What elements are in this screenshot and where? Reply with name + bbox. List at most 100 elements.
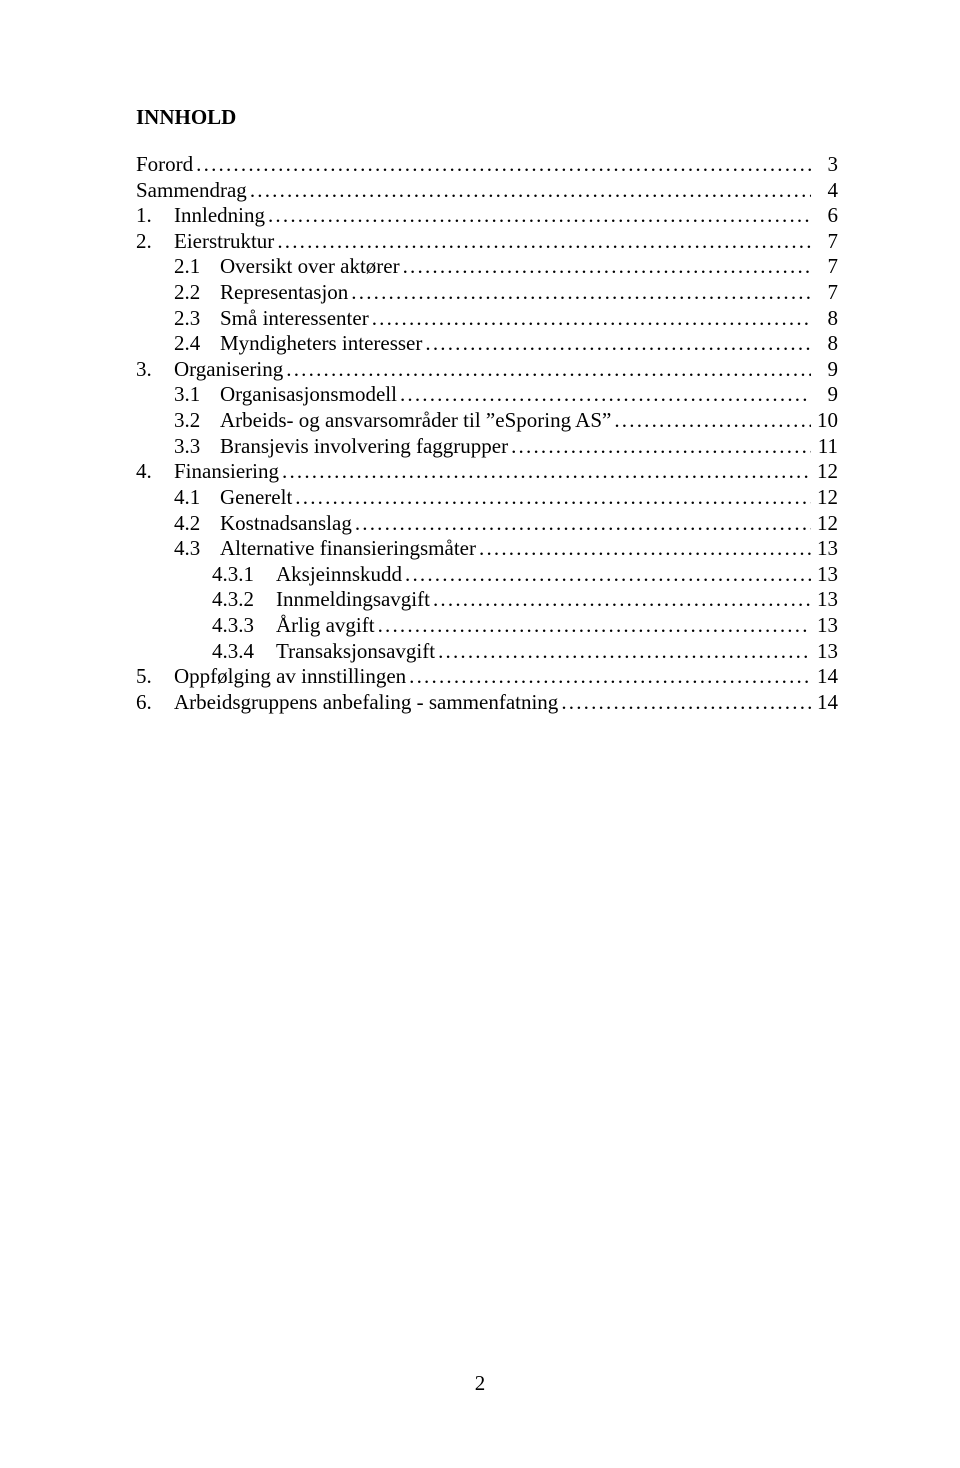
toc-entry-title: Oversikt over aktører — [220, 254, 400, 278]
toc-leader-dots — [511, 434, 811, 460]
toc-entry: 3.3Bransjevis involvering faggrupper 11 — [136, 434, 838, 460]
toc-entry-number: 4.3.1 — [212, 562, 276, 588]
document-page: INNHOLD Forord3Sammendrag41.Innledning62… — [0, 0, 960, 1468]
toc-entry-number: 2.1 — [174, 254, 220, 280]
toc-entry-label: 4.3.3Årlig avgift — [212, 613, 375, 639]
toc-entry-page: 6 — [814, 203, 838, 229]
toc-leader-dots — [409, 664, 811, 690]
toc-entry-label: 4.2Kostnadsanslag — [174, 511, 352, 537]
toc-leader-dots — [250, 178, 811, 204]
toc-entry-page: 9 — [814, 382, 838, 408]
toc-entry-title: Arbeidsgruppens anbefaling - sammenfatni… — [174, 690, 558, 714]
toc-entry-title: Forord — [136, 152, 193, 176]
toc-leader-dots — [196, 152, 811, 178]
toc-entry-label: 2.3Små interessenter — [174, 306, 369, 332]
toc-leader-dots — [403, 254, 811, 280]
toc-entry-page: 7 — [814, 229, 838, 255]
toc-entry-title: Arbeids- og ansvarsområder til ”eSporing… — [220, 408, 611, 432]
toc-entry-number: 3.2 — [174, 408, 220, 434]
toc-entry: 4.3.2Innmeldingsavgift 13 — [136, 587, 838, 613]
toc-entry-label: 3.2Arbeids- og ansvarsområder til ”eSpor… — [174, 408, 611, 434]
toc-leader-dots — [433, 587, 811, 613]
toc-entry-label: 3.1Organisasjonsmodell — [174, 382, 397, 408]
toc-entry-page: 13 — [814, 536, 838, 562]
toc-entry-title: Aksjeinnskudd — [276, 562, 402, 586]
toc-entry-title: Sammendrag — [136, 178, 247, 202]
toc-entry: 6.Arbeidsgruppens anbefaling - sammenfat… — [136, 690, 838, 716]
toc-leader-dots — [479, 536, 811, 562]
toc-entry-page: 8 — [814, 331, 838, 357]
toc-entry: 2.Eierstruktur 7 — [136, 229, 838, 255]
toc-entry-title: Finansiering — [174, 459, 279, 483]
toc-entry-page: 13 — [814, 613, 838, 639]
toc-entry-page: 7 — [814, 280, 838, 306]
toc-entry-label: 4.1Generelt — [174, 485, 292, 511]
toc-entry-number: 2.4 — [174, 331, 220, 357]
toc-entry: 3.Organisering9 — [136, 357, 838, 383]
toc-entry-title: Eierstruktur — [174, 229, 274, 253]
toc-entry: 2.3Små interessenter 8 — [136, 306, 838, 332]
toc-entry-number: 4.2 — [174, 511, 220, 537]
toc-entry-page: 11 — [814, 434, 838, 460]
toc-leader-dots — [614, 408, 811, 434]
toc-leader-dots — [268, 203, 811, 229]
toc-entry-label: 6.Arbeidsgruppens anbefaling - sammenfat… — [136, 690, 558, 716]
toc-entry: 4.1Generelt 12 — [136, 485, 838, 511]
toc-entry-number: 4.3.3 — [212, 613, 276, 639]
toc-entry-number: 5. — [136, 664, 174, 690]
toc-leader-dots — [355, 511, 811, 537]
toc-entry-title: Generelt — [220, 485, 292, 509]
toc-entry: 1.Innledning 6 — [136, 203, 838, 229]
toc-entry-number: 3.3 — [174, 434, 220, 460]
toc-entry-label: 4.3.2Innmeldingsavgift — [212, 587, 430, 613]
toc-entry-label: 2.Eierstruktur — [136, 229, 274, 255]
toc-entry-title: Organisasjonsmodell — [220, 382, 397, 406]
toc-entry-page: 12 — [814, 485, 838, 511]
toc-entry-number: 4.3 — [174, 536, 220, 562]
toc-leader-dots — [405, 562, 811, 588]
toc-entry-title: Innmeldingsavgift — [276, 587, 430, 611]
toc-entry: 4.2Kostnadsanslag12 — [136, 511, 838, 537]
toc-entry-number: 4.3.2 — [212, 587, 276, 613]
toc-entry: 5.Oppfølging av innstillingen14 — [136, 664, 838, 690]
toc-entry-label: 3.3Bransjevis involvering faggrupper — [174, 434, 508, 460]
toc-entry-label: 2.1Oversikt over aktører — [174, 254, 400, 280]
toc-entry-label: 2.2Representasjon — [174, 280, 348, 306]
toc-entry-page: 12 — [814, 459, 838, 485]
toc-entry: 3.1Organisasjonsmodell 9 — [136, 382, 838, 408]
toc-entry-label: 2.4Myndigheters interesser — [174, 331, 422, 357]
toc-entry: 3.2Arbeids- og ansvarsområder til ”eSpor… — [136, 408, 838, 434]
toc-entry: 2.1Oversikt over aktører 7 — [136, 254, 838, 280]
toc-entry-page: 3 — [814, 152, 838, 178]
toc-entry-page: 13 — [814, 562, 838, 588]
toc-leader-dots — [295, 485, 811, 511]
toc-entry-title: Organisering — [174, 357, 283, 381]
table-of-contents: Forord3Sammendrag41.Innledning62.Eierstr… — [136, 152, 838, 715]
toc-entry-title: Innledning — [174, 203, 265, 227]
toc-leader-dots — [282, 459, 811, 485]
toc-entry-page: 7 — [814, 254, 838, 280]
toc-entry-number: 4.3.4 — [212, 639, 276, 665]
toc-entry-label: Forord — [136, 152, 193, 178]
toc-entry-number: 6. — [136, 690, 174, 716]
toc-entry-label: 4.3.4Transaksjonsavgift — [212, 639, 435, 665]
toc-entry-page: 13 — [814, 587, 838, 613]
toc-entry: 4.3.4Transaksjonsavgift13 — [136, 639, 838, 665]
toc-entry-number: 4.1 — [174, 485, 220, 511]
toc-entry-number: 2.3 — [174, 306, 220, 332]
toc-entry-title: Kostnadsanslag — [220, 511, 352, 535]
toc-entry-number: 3. — [136, 357, 174, 383]
toc-entry-title: Myndigheters interesser — [220, 331, 422, 355]
toc-entry: Sammendrag4 — [136, 178, 838, 204]
toc-leader-dots — [286, 357, 811, 383]
toc-entry: 4.3.1Aksjeinnskudd 13 — [136, 562, 838, 588]
toc-entry-page: 8 — [814, 306, 838, 332]
toc-entry-number: 1. — [136, 203, 174, 229]
toc-entry: 2.2Representasjon 7 — [136, 280, 838, 306]
toc-entry: Forord 3 — [136, 152, 838, 178]
toc-leader-dots — [372, 306, 811, 332]
toc-entry-number: 2. — [136, 229, 174, 255]
toc-entry-title: Alternative finansieringsmåter — [220, 536, 476, 560]
toc-entry-title: Oppfølging av innstillingen — [174, 664, 406, 688]
toc-entry-label: Sammendrag — [136, 178, 247, 204]
